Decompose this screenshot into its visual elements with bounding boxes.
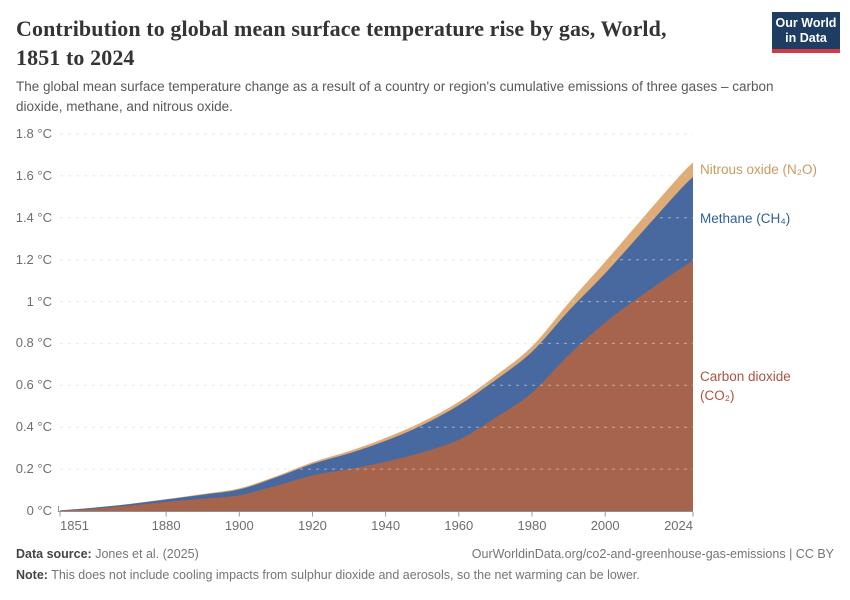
- data-source: Data source: Jones et al. (2025): [16, 547, 199, 561]
- y-axis-tick-label: 1.8 °C: [15, 126, 52, 141]
- x-axis-tick-label: 1920: [297, 518, 327, 533]
- page-title: Contribution to global mean surface temp…: [16, 14, 756, 72]
- y-axis-tick-label: 0.4 °C: [15, 419, 52, 435]
- y-axis-tick-label: 1.6 °C: [15, 167, 52, 183]
- x-axis-tick-label: 1880: [151, 518, 181, 533]
- owid-logo-stripe: [772, 49, 840, 53]
- x-axis-tick-label: 1960: [444, 518, 474, 533]
- owid-logo[interactable]: Our World in Data: [772, 12, 840, 53]
- license-badge[interactable]: CC BY: [795, 547, 834, 561]
- series-label-carbon-dioxide: Carbon dioxide (CO₂): [700, 369, 791, 403]
- data-source-label: Data source:: [16, 547, 92, 561]
- y-axis-tick-label: 1.4 °C: [15, 209, 52, 225]
- x-axis-tick-label: 1980: [517, 518, 547, 533]
- series-label-nitrous-oxide: Nitrous oxide (N₂O): [700, 162, 818, 177]
- x-axis-tick-label: 1940: [371, 518, 401, 533]
- title-line-1: Contribution to global mean surface temp…: [16, 16, 667, 41]
- series-label-methane: Methane (CH₄): [700, 211, 791, 226]
- x-axis-tick-label: 1900: [224, 518, 254, 533]
- data-source-value: Jones et al. (2025): [95, 547, 199, 561]
- footer-note-row: Note: This does not include cooling impa…: [16, 568, 834, 582]
- x-axis-tick-label: 2000: [590, 518, 620, 533]
- x-axis-tick-label: 2024: [664, 518, 693, 533]
- y-axis-tick-label: 0.6 °C: [15, 377, 52, 393]
- footer-source-row: Data source: Jones et al. (2025) OurWorl…: [16, 547, 834, 561]
- area-carbon-dioxide: [60, 260, 693, 511]
- y-axis-tick-label: 1.2 °C: [15, 251, 52, 267]
- x-axis-tick-label: 1851: [60, 518, 89, 533]
- y-axis-tick-label: 0.2 °C: [15, 461, 52, 477]
- separator: |: [789, 547, 793, 561]
- note-value: This does not include cooling impacts fr…: [51, 568, 640, 582]
- owid-logo-text: Our World in Data: [772, 12, 840, 49]
- y-axis-tick-label: 0.8 °C: [15, 335, 52, 351]
- y-axis-tick-label: 0 °C: [26, 503, 52, 518]
- canonical-url[interactable]: OurWorldinData.org/co2-and-greenhouse-ga…: [471, 547, 834, 561]
- note-label: Note:: [16, 568, 48, 582]
- title-line-2: 1851 to 2024: [16, 45, 135, 70]
- y-axis-tick-label: 1 °C: [26, 293, 52, 309]
- chart-subtitle: The global mean surface temperature chan…: [16, 79, 774, 114]
